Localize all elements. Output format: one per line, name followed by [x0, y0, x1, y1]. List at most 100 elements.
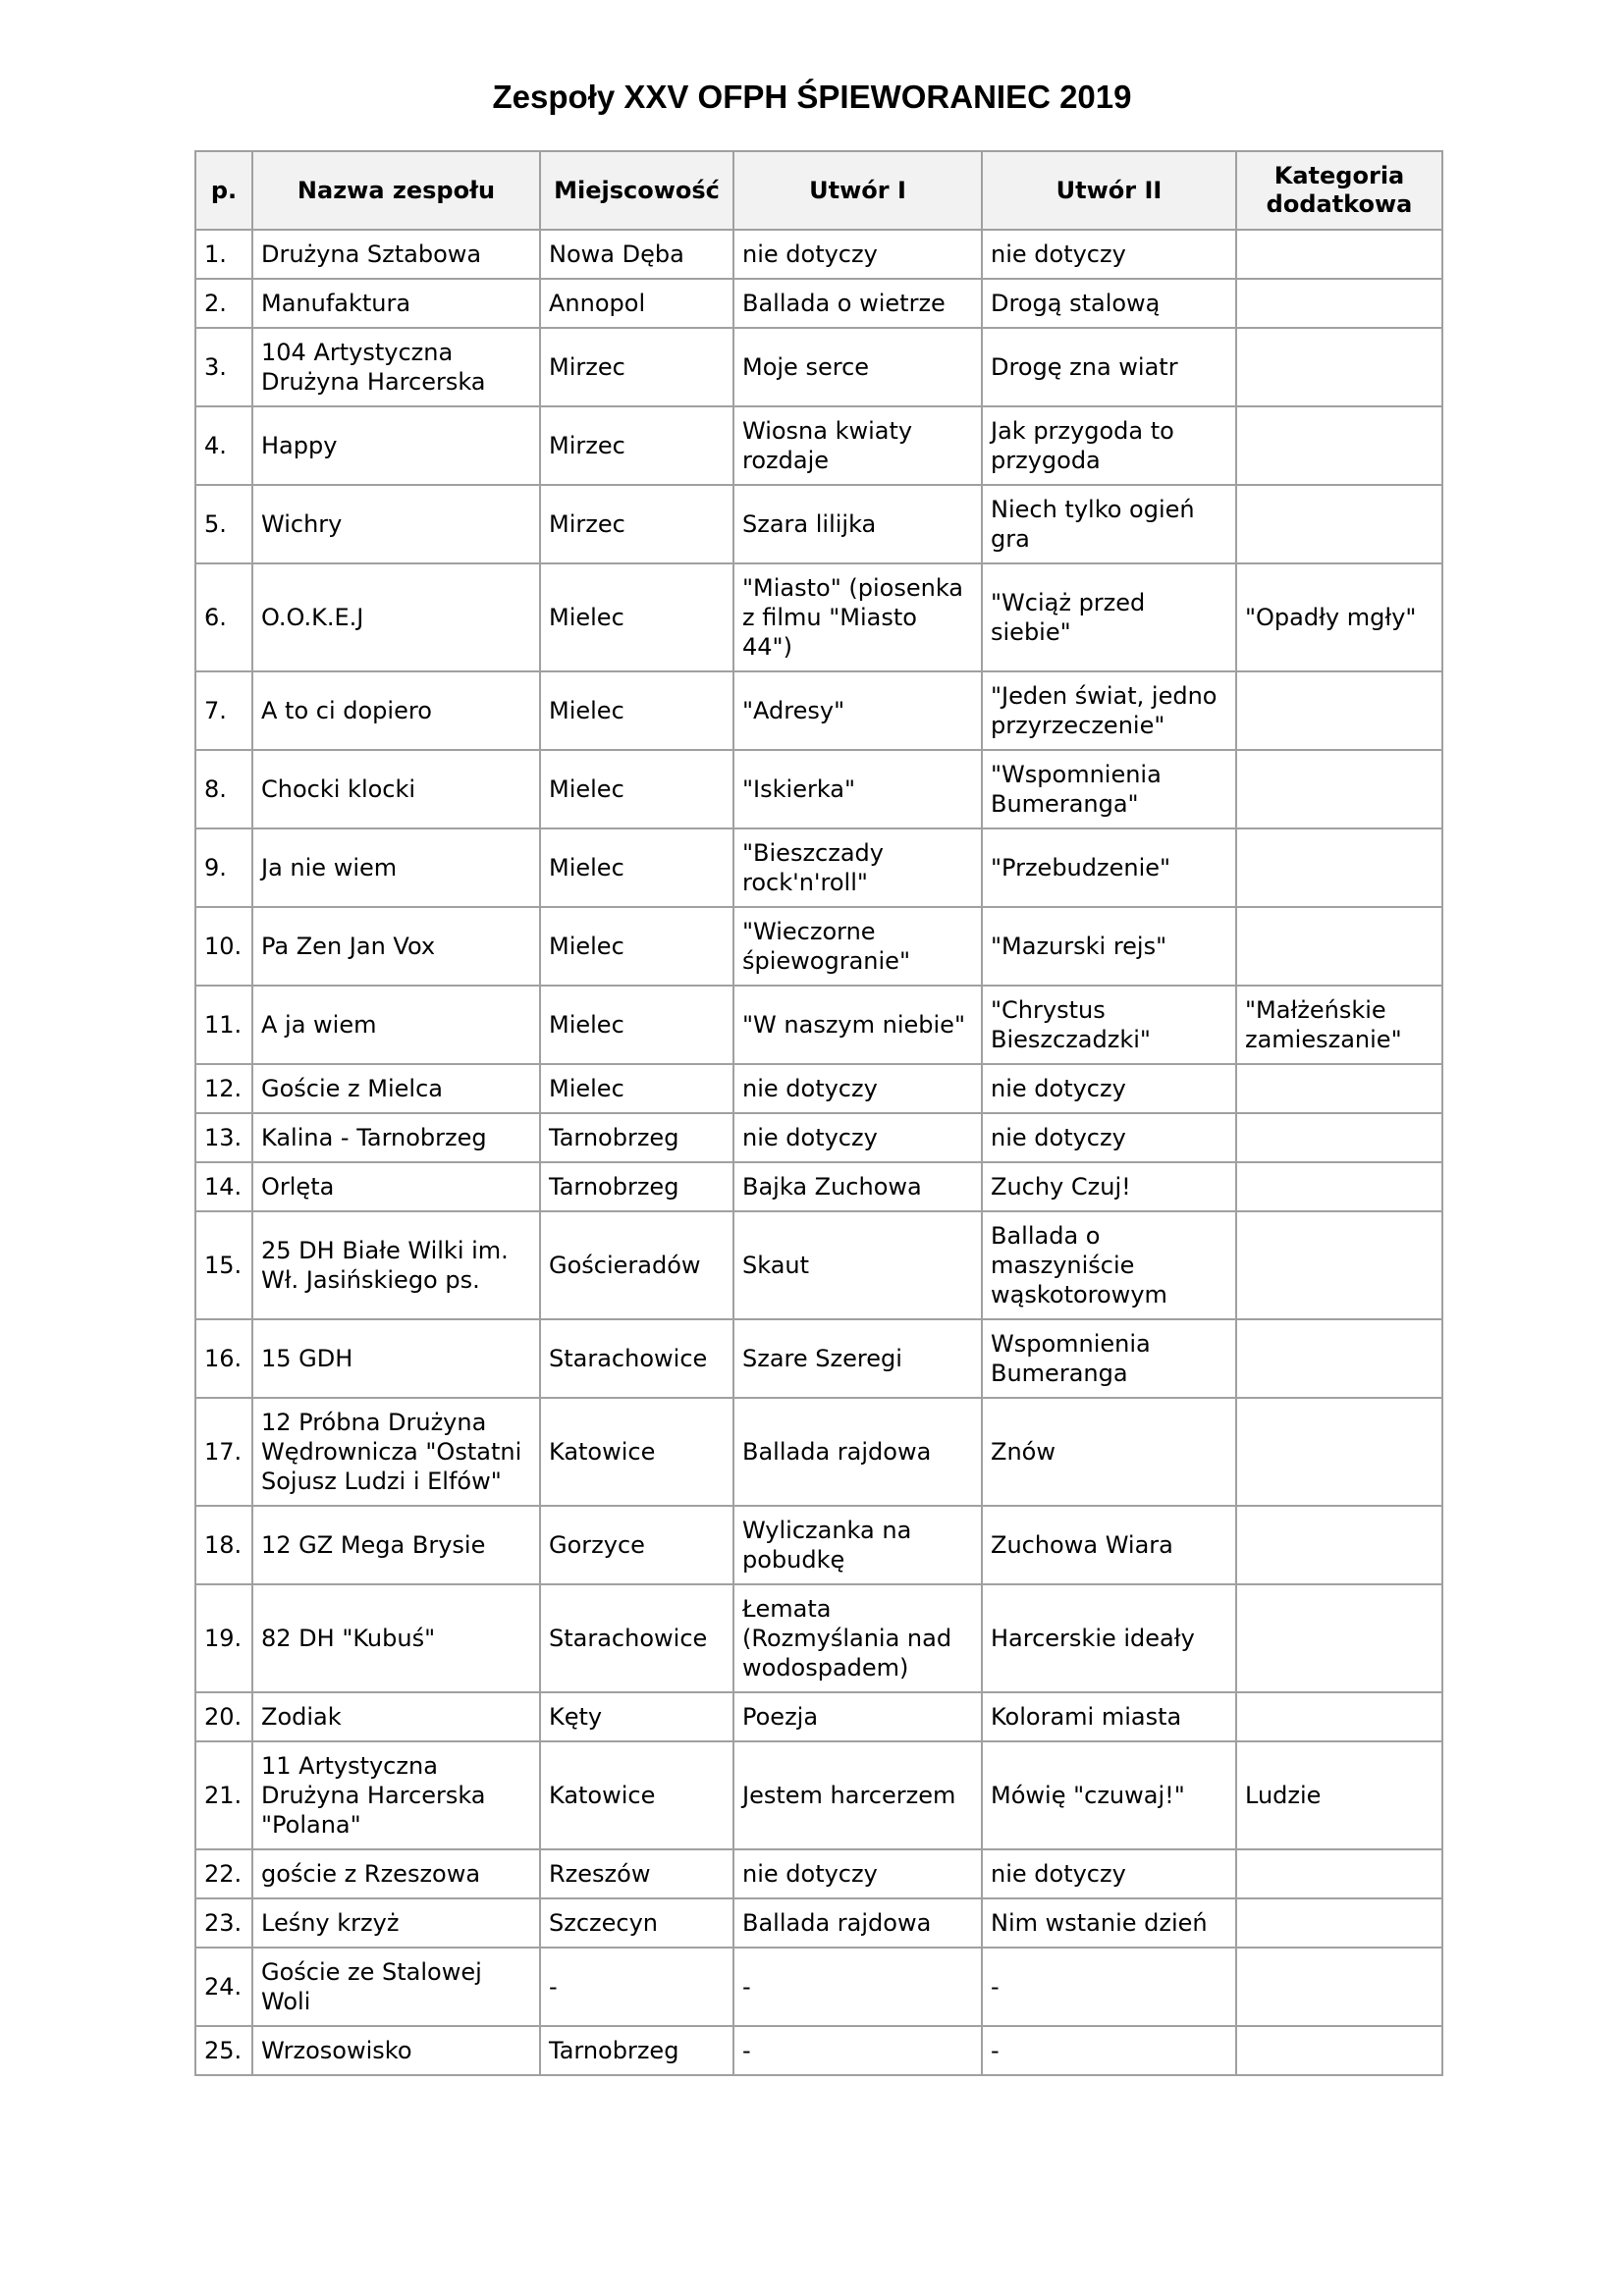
table-cell: Mielec: [539, 562, 734, 672]
table-cell: Goście ze Stalowej Woli: [251, 1947, 541, 2027]
table-cell: "Wciąż przed siebie": [981, 562, 1237, 672]
table-cell: 15.: [194, 1210, 253, 1320]
table-cell: [1235, 670, 1443, 751]
table-cell: Znów: [981, 1397, 1237, 1507]
table-cell: Happy: [251, 405, 541, 486]
table-cell: A ja wiem: [251, 985, 541, 1065]
table-cell: [1235, 1112, 1443, 1163]
table-cell: nie dotyczy: [981, 1112, 1237, 1163]
table-cell: nie dotyczy: [981, 1063, 1237, 1114]
table-cell: 13.: [194, 1112, 253, 1163]
table-cell: [1235, 484, 1443, 564]
table-cell: Zuchowa Wiara: [981, 1505, 1237, 1585]
table-cell: Niech tylko ogień gra: [981, 484, 1237, 564]
table-cell: Harcerskie ideały: [981, 1583, 1237, 1693]
table-cell: Szara lilijka: [732, 484, 983, 564]
table-cell: 22.: [194, 1848, 253, 1899]
table-cell: [1235, 1691, 1443, 1742]
table-row: 7. A to ci dopiero Mielec "Adresy" "Jeden św…: [194, 670, 1443, 751]
table-cell: "W naszym niebie": [732, 985, 983, 1065]
table-cell: Kalina - Tarnobrzeg: [251, 1112, 541, 1163]
table-cell: Mielec: [539, 670, 734, 751]
table-cell: Wichry: [251, 484, 541, 564]
header-cell: Miejscowość: [539, 150, 734, 231]
table-cell: [1235, 2025, 1443, 2076]
table-cell: [1235, 1505, 1443, 1585]
table-cell: nie dotyczy: [732, 1112, 983, 1163]
table-cell: Wrzosowisko: [251, 2025, 541, 2076]
table-cell: Leśny krzyż: [251, 1897, 541, 1949]
table-row: 1. Drużyna Sztabowa Nowa Dęba nie dotyczy ni…: [194, 229, 1443, 280]
table-cell: Mirzec: [539, 405, 734, 486]
table-cell: Zuchy Czuj!: [981, 1161, 1237, 1212]
table-cell: A to ci dopiero: [251, 670, 541, 751]
table-cell: Kolorami miasta: [981, 1691, 1237, 1742]
table-cell: [1235, 1947, 1443, 2027]
table-cell: Pa Zen Jan Vox: [251, 906, 541, 987]
table-cell: 25 DH Białe Wilki im. Wł. Jasińskiego ps…: [251, 1210, 541, 1320]
table-cell: [1235, 1848, 1443, 1899]
table-cell: Szczecyn: [539, 1897, 734, 1949]
header-row: p. Nazwa zespołu Miejscowość Utwór I Utwór I…: [194, 150, 1443, 231]
table-cell: "Adresy": [732, 670, 983, 751]
table-cell: Nim wstanie dzień: [981, 1897, 1237, 1949]
table-row: 12. Goście z Mielca Mielec nie dotyczy nie d…: [194, 1063, 1443, 1114]
table-cell: -: [981, 2025, 1237, 2076]
table-row: 23. Leśny krzyż Szczecyn Ballada rajdowa Nim…: [194, 1897, 1443, 1949]
table-cell: Mielec: [539, 985, 734, 1065]
header-cell: Kategoria dodatkowa: [1235, 150, 1443, 231]
table-cell: "Wspomnienia Bumeranga": [981, 749, 1237, 829]
table-cell: 2.: [194, 278, 253, 329]
table-cell: "Mazurski rejs": [981, 906, 1237, 987]
table-cell: 20.: [194, 1691, 253, 1742]
table-cell: [1235, 1583, 1443, 1693]
table-row: 15. 25 DH Białe Wilki im. Wł. Jasińskiego…: [194, 1210, 1443, 1320]
table-cell: goście z Rzeszowa: [251, 1848, 541, 1899]
table-row: 3. 104 Artystyczna Drużyna Harcerska Mirze…: [194, 327, 1443, 407]
table-cell: Tarnobrzeg: [539, 1112, 734, 1163]
header-cell: p.: [194, 150, 253, 231]
table-cell: Mirzec: [539, 484, 734, 564]
table-cell: [1235, 1318, 1443, 1399]
table-cell: 11.: [194, 985, 253, 1065]
table-row: 22. goście z Rzeszowa Rzeszów nie dotyczy ni…: [194, 1848, 1443, 1899]
table-cell: 104 Artystyczna Drużyna Harcerska: [251, 327, 541, 407]
table-cell: -: [539, 1947, 734, 2027]
table-cell: Poezja: [732, 1691, 983, 1742]
table-cell: Jak przygoda to przygoda: [981, 405, 1237, 486]
table-cell: "Opadły mgły": [1235, 562, 1443, 672]
table-row: 20. Zodiak Kęty Poezja Kolorami miasta: [194, 1691, 1443, 1742]
table-cell: Gorzyce: [539, 1505, 734, 1585]
table-cell: 16.: [194, 1318, 253, 1399]
table-cell: Skaut: [732, 1210, 983, 1320]
table-row: 9. Ja nie wiem Mielec "Bieszczady rock'n'ro…: [194, 828, 1443, 908]
table-row: 25. Wrzosowisko Tarnobrzeg - -: [194, 2025, 1443, 2076]
table-cell: -: [732, 1947, 983, 2027]
table-cell: Wspomnienia Bumeranga: [981, 1318, 1237, 1399]
table-cell: 8.: [194, 749, 253, 829]
table-cell: Zodiak: [251, 1691, 541, 1742]
table-cell: 21.: [194, 1740, 253, 1850]
table-cell: Tarnobrzeg: [539, 1161, 734, 1212]
table-body: 1. Drużyna Sztabowa Nowa Dęba nie dotyczy ni…: [194, 229, 1443, 2076]
table-cell: -: [981, 1947, 1237, 2027]
table-cell: Tarnobrzeg: [539, 2025, 734, 2076]
table-cell: nie dotyczy: [732, 229, 983, 280]
table-cell: Mielec: [539, 1063, 734, 1114]
table-cell: 24.: [194, 1947, 253, 2027]
table-cell: 6.: [194, 562, 253, 672]
table-cell: [1235, 906, 1443, 987]
table-header: p. Nazwa zespołu Miejscowość Utwór I Utwór I…: [194, 150, 1443, 231]
table-cell: 18.: [194, 1505, 253, 1585]
table-row: 11. A ja wiem Mielec "W naszym niebie" "Chry…: [194, 985, 1443, 1065]
table-cell: Katowice: [539, 1397, 734, 1507]
table-row: 8. Chocki klocki Mielec "Iskierka" "Wspomnie…: [194, 749, 1443, 829]
table-cell: 10.: [194, 906, 253, 987]
table-row: 24. Goście ze Stalowej Woli - - -: [194, 1947, 1443, 2027]
table-cell: 3.: [194, 327, 253, 407]
table-cell: 25.: [194, 2025, 253, 2076]
table-cell: [1235, 828, 1443, 908]
table-cell: 82 DH "Kubuś": [251, 1583, 541, 1693]
table-row: 13. Kalina - Tarnobrzeg Tarnobrzeg nie doty…: [194, 1112, 1443, 1163]
